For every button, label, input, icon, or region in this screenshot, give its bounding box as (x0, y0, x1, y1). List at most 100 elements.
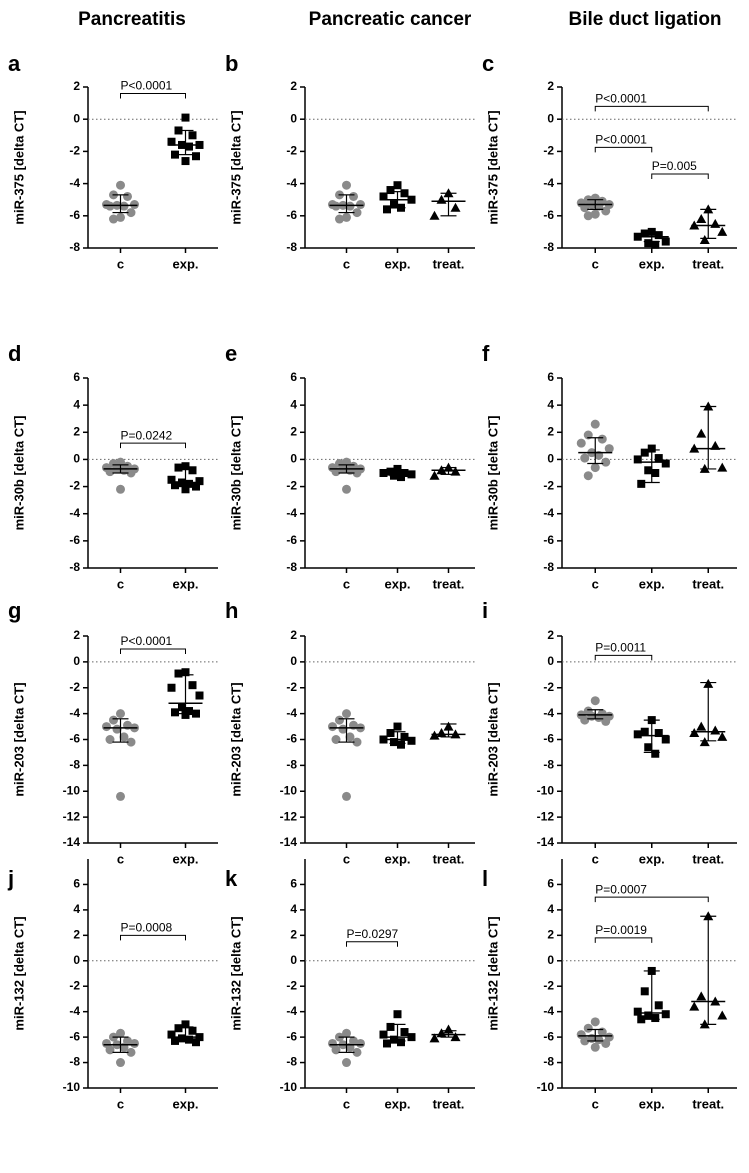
data-point (386, 467, 395, 476)
y-axis-label: miR-30b [delta CT] (485, 416, 500, 531)
data-point (654, 231, 663, 240)
y-tick-label: -14 (537, 835, 555, 849)
data-point (580, 1036, 590, 1046)
panel: f miR-30b [delta CT] 6 4 2 0 -2 -4 -6 -8 c exp. trea… (482, 341, 737, 591)
panel: h miR-203 [delta CT] 2 0 -2 -4 -6 -8 -10 -12 -14 c e… (225, 598, 475, 866)
x-tick-label: exp. (639, 576, 665, 591)
y-tick-label: -6 (69, 1029, 80, 1043)
data-point (116, 484, 125, 494)
data-point (178, 1034, 186, 1043)
y-tick-label: -6 (69, 732, 80, 746)
data-point (640, 987, 649, 996)
y-tick-label: -8 (69, 240, 80, 254)
data-point (583, 1023, 593, 1033)
x-tick-label: c (592, 256, 599, 271)
x-tick-label: treat. (433, 256, 465, 271)
data-point (450, 466, 461, 476)
data-point (654, 454, 663, 463)
data-point (710, 440, 721, 450)
data-point (580, 453, 590, 463)
y-tick-label: 0 (547, 953, 554, 967)
data-point (126, 468, 136, 478)
x-tick-label: exp. (172, 851, 198, 866)
data-point (171, 150, 179, 159)
data-point (345, 201, 355, 211)
data-point (429, 1033, 440, 1043)
data-point (699, 737, 710, 747)
x-tick-label: exp. (384, 576, 410, 591)
y-tick-label: -8 (69, 758, 80, 772)
data-point (407, 470, 416, 479)
data-point (342, 1028, 351, 1038)
data-point (590, 1042, 600, 1052)
data-point (386, 1022, 395, 1031)
y-tick-label: -4 (286, 506, 297, 520)
data-point (393, 181, 402, 190)
panel: b miR-375 [delta CT] 2 0 -2 -4 -6 -8 c exp. treat. (225, 51, 475, 271)
significance-bracket (120, 934, 186, 941)
data-point (583, 211, 593, 221)
y-tick-label: -8 (543, 240, 554, 254)
data-point (342, 709, 351, 719)
y-tick-label: -4 (543, 176, 554, 190)
p-value: P=0.0008 (121, 921, 173, 935)
data-point (185, 142, 193, 151)
y-tick-label: -6 (543, 208, 554, 222)
data-point (390, 1035, 398, 1044)
data-point (188, 1026, 197, 1035)
panel: g miR-203 [delta CT] 2 0 -2 -4 -6 -8 -10 -12 -14 c e… (8, 598, 218, 866)
y-tick-label: -8 (543, 758, 554, 772)
x-tick-label: c (592, 576, 599, 591)
data-point (181, 485, 190, 494)
panel-label: k (225, 866, 238, 891)
y-tick-label: -8 (286, 560, 297, 574)
data-point (689, 728, 700, 738)
significance-bracket (346, 941, 398, 947)
y-tick-label: -6 (69, 533, 80, 547)
y-tick-label: 0 (73, 953, 80, 967)
significance-bracket (594, 146, 653, 153)
y-tick-label: 6 (547, 877, 554, 891)
panel: j miR-132 [delta CT] 6 4 2 0 -2 -4 -6 -8 -10 c exp. P… (7, 859, 218, 1111)
y-tick-label: -2 (69, 479, 80, 493)
data-point (397, 473, 405, 482)
data-point (386, 729, 395, 738)
data-point (601, 1038, 611, 1048)
panel-label: i (482, 598, 488, 623)
data-point (429, 730, 440, 740)
data-point (400, 732, 409, 741)
panel-label: h (225, 598, 238, 623)
data-point (167, 1030, 176, 1039)
data-point (601, 206, 611, 216)
y-tick-label: -6 (286, 732, 297, 746)
data-point (633, 730, 642, 739)
p-value: P<0.0001 (595, 133, 647, 147)
y-tick-label: -4 (69, 506, 80, 520)
data-point (637, 479, 646, 488)
data-point (352, 1047, 362, 1057)
data-point (604, 444, 614, 454)
p-value: P=0.0007 (595, 882, 647, 896)
data-point (640, 448, 649, 457)
y-tick-label: -10 (537, 783, 555, 797)
y-tick-label: -2 (69, 680, 80, 694)
panel-label: b (225, 51, 238, 76)
y-tick-label: -2 (69, 144, 80, 158)
y-axis-label: miR-375 [delta CT] (228, 110, 243, 224)
data-point (383, 205, 391, 214)
y-tick-label: -10 (280, 1080, 298, 1094)
data-point (171, 1036, 179, 1045)
data-point (171, 481, 179, 490)
significance-bracket (120, 648, 186, 654)
x-tick-label: treat. (692, 576, 724, 591)
data-point (116, 709, 125, 719)
data-point (390, 738, 398, 747)
significance-bracket (120, 442, 186, 449)
y-tick-label: -12 (537, 809, 555, 823)
y-tick-label: -10 (63, 1080, 81, 1094)
data-point (167, 137, 176, 146)
x-tick-label: exp. (172, 1096, 198, 1111)
data-point (710, 218, 721, 228)
data-point (342, 180, 351, 190)
y-tick-label: -10 (63, 783, 81, 797)
